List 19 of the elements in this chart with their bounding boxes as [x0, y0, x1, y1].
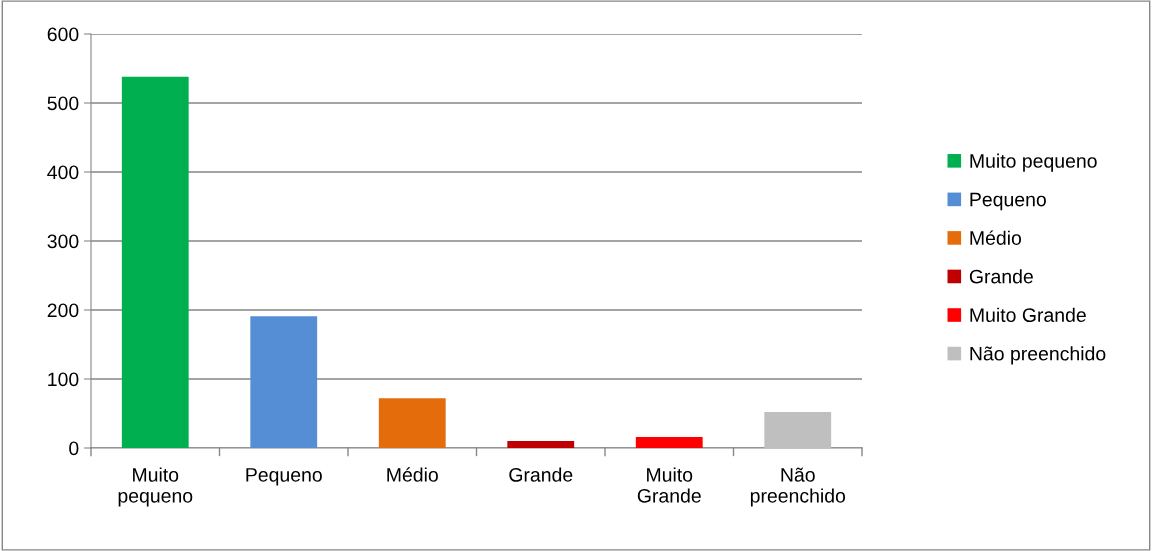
- y-tick-label: 0: [69, 441, 79, 456]
- x-tick-label: Pequeno: [246, 468, 322, 486]
- x-tick-label: Muito pequeno: [118, 467, 193, 507]
- legend-label: Pequeno: [970, 192, 1046, 211]
- x-tick-label: Não preenchido: [750, 467, 846, 507]
- y-tick-label: 200: [47, 303, 79, 318]
- legend-label: Não preenchido: [970, 346, 1106, 365]
- y-tick-label: 400: [47, 165, 79, 180]
- y-tick-label: 100: [48, 372, 79, 387]
- y-tick-label: 500: [47, 96, 79, 111]
- legend-label: Grande: [969, 269, 1033, 284]
- legend-label: Muito Grande: [970, 307, 1086, 322]
- legend-label: Médio: [970, 230, 1022, 245]
- x-tick-label: Muito Grande: [637, 467, 701, 503]
- x-tick-label: Médio: [387, 467, 438, 482]
- x-tick-label: Grande: [509, 467, 573, 482]
- legend-label: Muito pequeno: [970, 153, 1097, 172]
- y-tick-label: 600: [47, 27, 79, 42]
- y-tick-label: 300: [47, 234, 79, 249]
